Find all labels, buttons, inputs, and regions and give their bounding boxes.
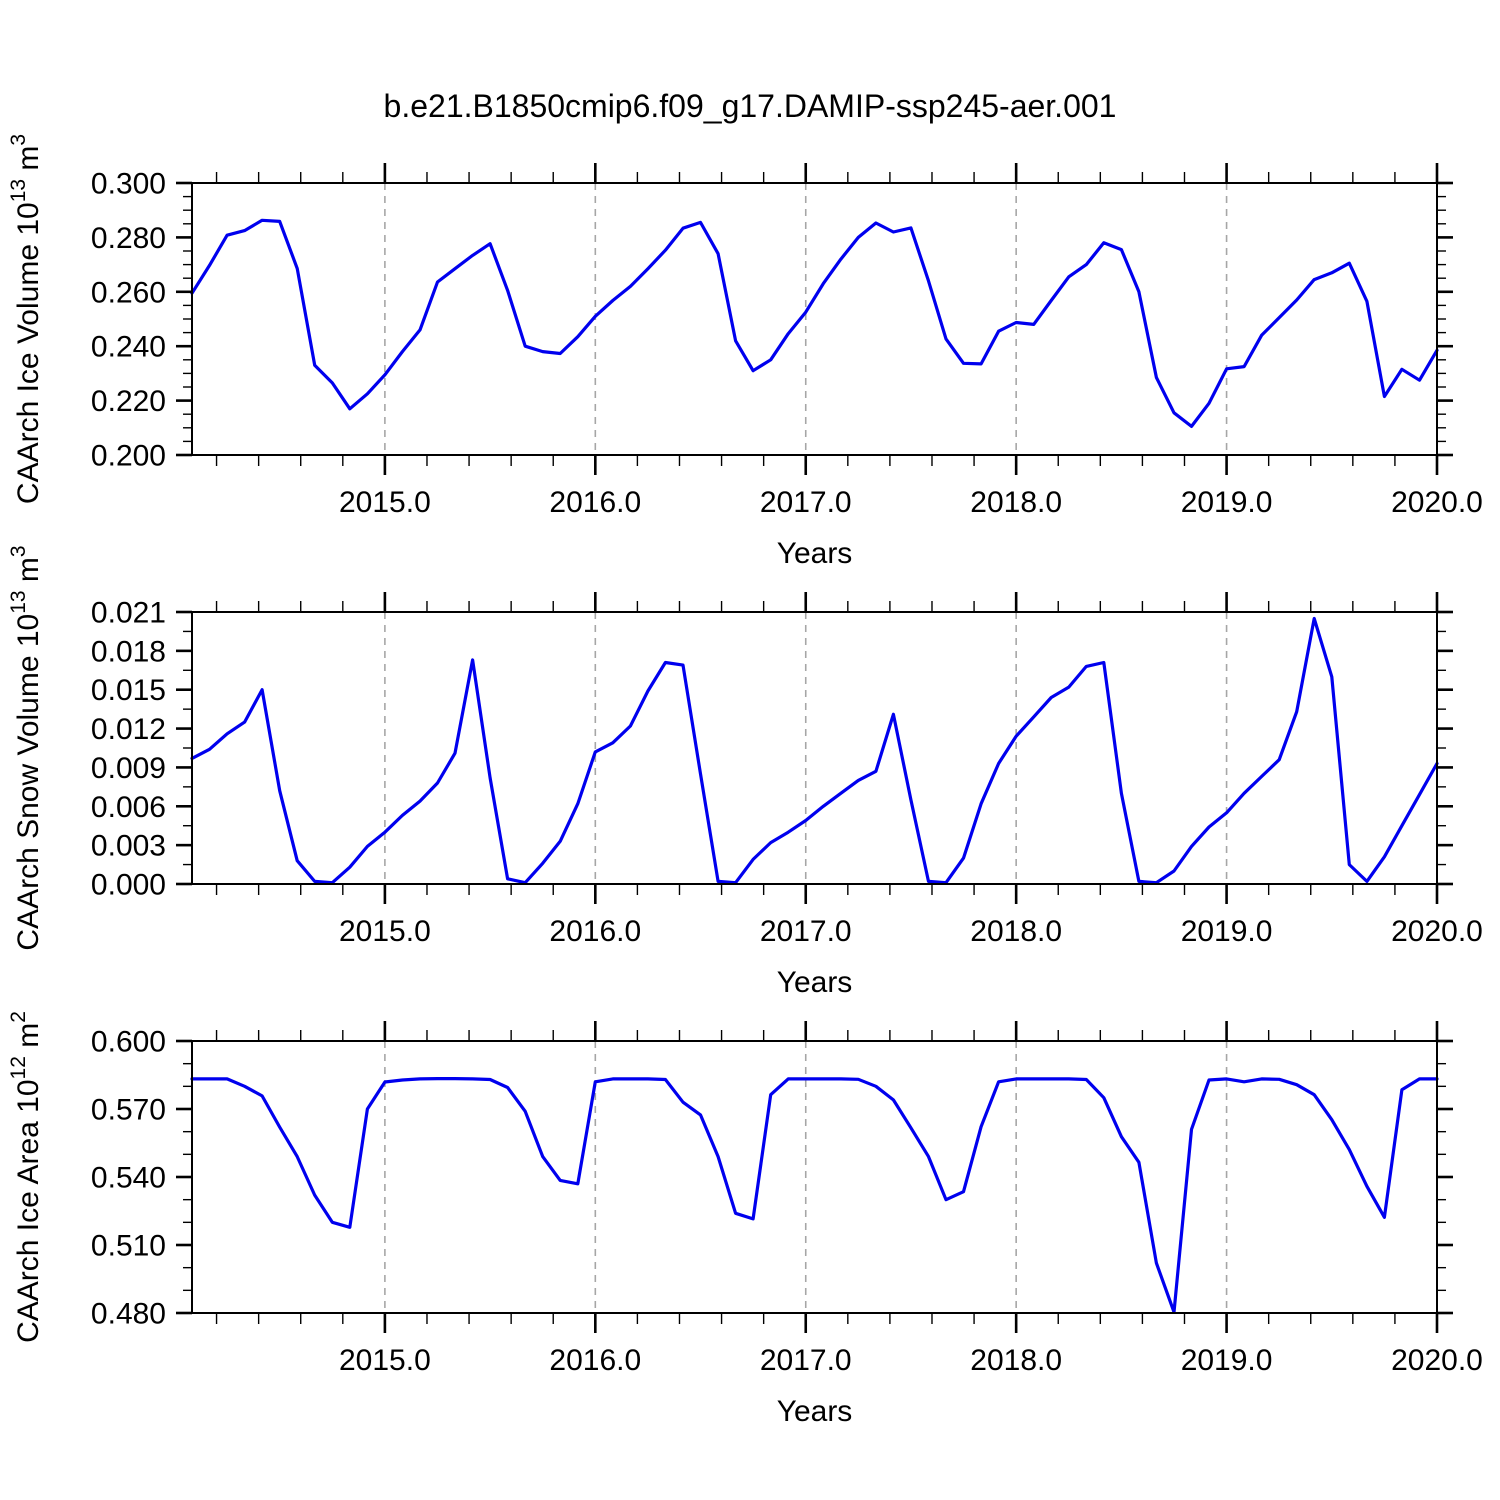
- x-tick-label: 2018.0: [970, 1344, 1062, 1377]
- panel-1: 0.200 0.220 0.240 0.260 0.280 0.300 2015.0 2016…: [7, 134, 1483, 570]
- y-tick-label: 0.510: [91, 1230, 166, 1263]
- x-axis-title: Years: [777, 966, 853, 999]
- x-axis-title: Years: [777, 1395, 853, 1428]
- y-tick-label: 0.018: [91, 635, 166, 668]
- panel-3: 0.480 0.510 0.540 0.570 0.600 2015.0 2016.0 201…: [7, 1011, 1483, 1428]
- x-tick-label: 2017.0: [760, 1344, 852, 1377]
- x-tick-label: 2016.0: [549, 1344, 641, 1377]
- x-tick-label: 2020.0: [1391, 1344, 1483, 1377]
- x-tick-label: 2015.0: [339, 486, 431, 519]
- y-axis-title-sup: 3: [7, 545, 30, 557]
- y-axis-title-text: m: [12, 1023, 45, 1056]
- y-axis-title: CAArch Ice Area 1012 m2: [7, 1011, 45, 1343]
- y-tick-label: 0.006: [91, 791, 166, 824]
- chart-title: b.e21.B1850cmip6.f09_g17.DAMIP-ssp245-ae…: [383, 88, 1117, 124]
- y-tick-label: 0.021: [91, 597, 166, 630]
- panel-2: 0.000 0.003 0.006 0.009 0.012 0.015 0.018 0.021…: [7, 545, 1483, 999]
- y-tick-label: 0.280: [91, 222, 166, 255]
- y-tick-label: 0.220: [91, 385, 166, 418]
- y-axis-title: CAArch Snow Volume 1013 m3: [7, 545, 45, 950]
- x-tick-label: 2015.0: [339, 1344, 431, 1377]
- y-axis-title-text: CAArch Snow Volume 10: [12, 614, 45, 951]
- y-axis-title-sup: 13: [7, 590, 30, 613]
- x-tick-label: 2015.0: [339, 915, 431, 948]
- y-tick-label: 0.003: [91, 830, 166, 863]
- x-tick-label: 2017.0: [760, 915, 852, 948]
- x-tick-label: 2018.0: [970, 915, 1062, 948]
- y-tick-label: 0.015: [91, 674, 166, 707]
- y-tick-label: 0.570: [91, 1094, 166, 1127]
- x-tick-label: 2019.0: [1181, 486, 1273, 519]
- axis-box: [191, 182, 1438, 456]
- y-tick-label: 0.000: [91, 869, 166, 902]
- x-axis-title: Years: [777, 537, 853, 570]
- y-tick-label: 0.200: [91, 440, 166, 473]
- y-tick-label: 0.240: [91, 331, 166, 364]
- y-axis-title-text: m: [12, 557, 45, 590]
- y-tick-label: 0.009: [91, 752, 166, 785]
- x-tick-label: 2019.0: [1181, 915, 1273, 948]
- y-tick-label: 0.540: [91, 1162, 166, 1195]
- x-tick-label: 2018.0: [970, 486, 1062, 519]
- x-tick-label: 2016.0: [549, 486, 641, 519]
- data-line: [190, 616, 1439, 885]
- y-axis-title-text: CAArch Ice Volume 10: [12, 202, 45, 504]
- x-tick-label: 2016.0: [549, 915, 641, 948]
- x-tick-label: 2017.0: [760, 486, 852, 519]
- y-tick-label: 0.600: [91, 1026, 166, 1059]
- data-line: [190, 1076, 1439, 1314]
- y-axis-title-sup: 2: [7, 1011, 30, 1023]
- y-tick-label: 0.012: [91, 713, 166, 746]
- x-tick-label: 2020.0: [1391, 915, 1483, 948]
- y-tick-label: 0.300: [91, 168, 166, 201]
- x-tick-label: 2020.0: [1391, 486, 1483, 519]
- y-tick-label: 0.260: [91, 276, 166, 309]
- y-axis-title-sup: 12: [7, 1056, 30, 1079]
- y-axis-title-sup: 3: [7, 134, 30, 146]
- y-axis-title-text: m: [12, 146, 45, 179]
- y-axis-title-sup: 13: [7, 179, 30, 202]
- axis-box: [191, 611, 1438, 885]
- y-axis-title-text: CAArch Ice Area 10: [12, 1079, 45, 1342]
- y-tick-label: 0.480: [91, 1298, 166, 1331]
- data-line: [190, 218, 1439, 428]
- x-tick-label: 2019.0: [1181, 1344, 1273, 1377]
- y-axis-title: CAArch Ice Volume 1013 m3: [7, 134, 45, 504]
